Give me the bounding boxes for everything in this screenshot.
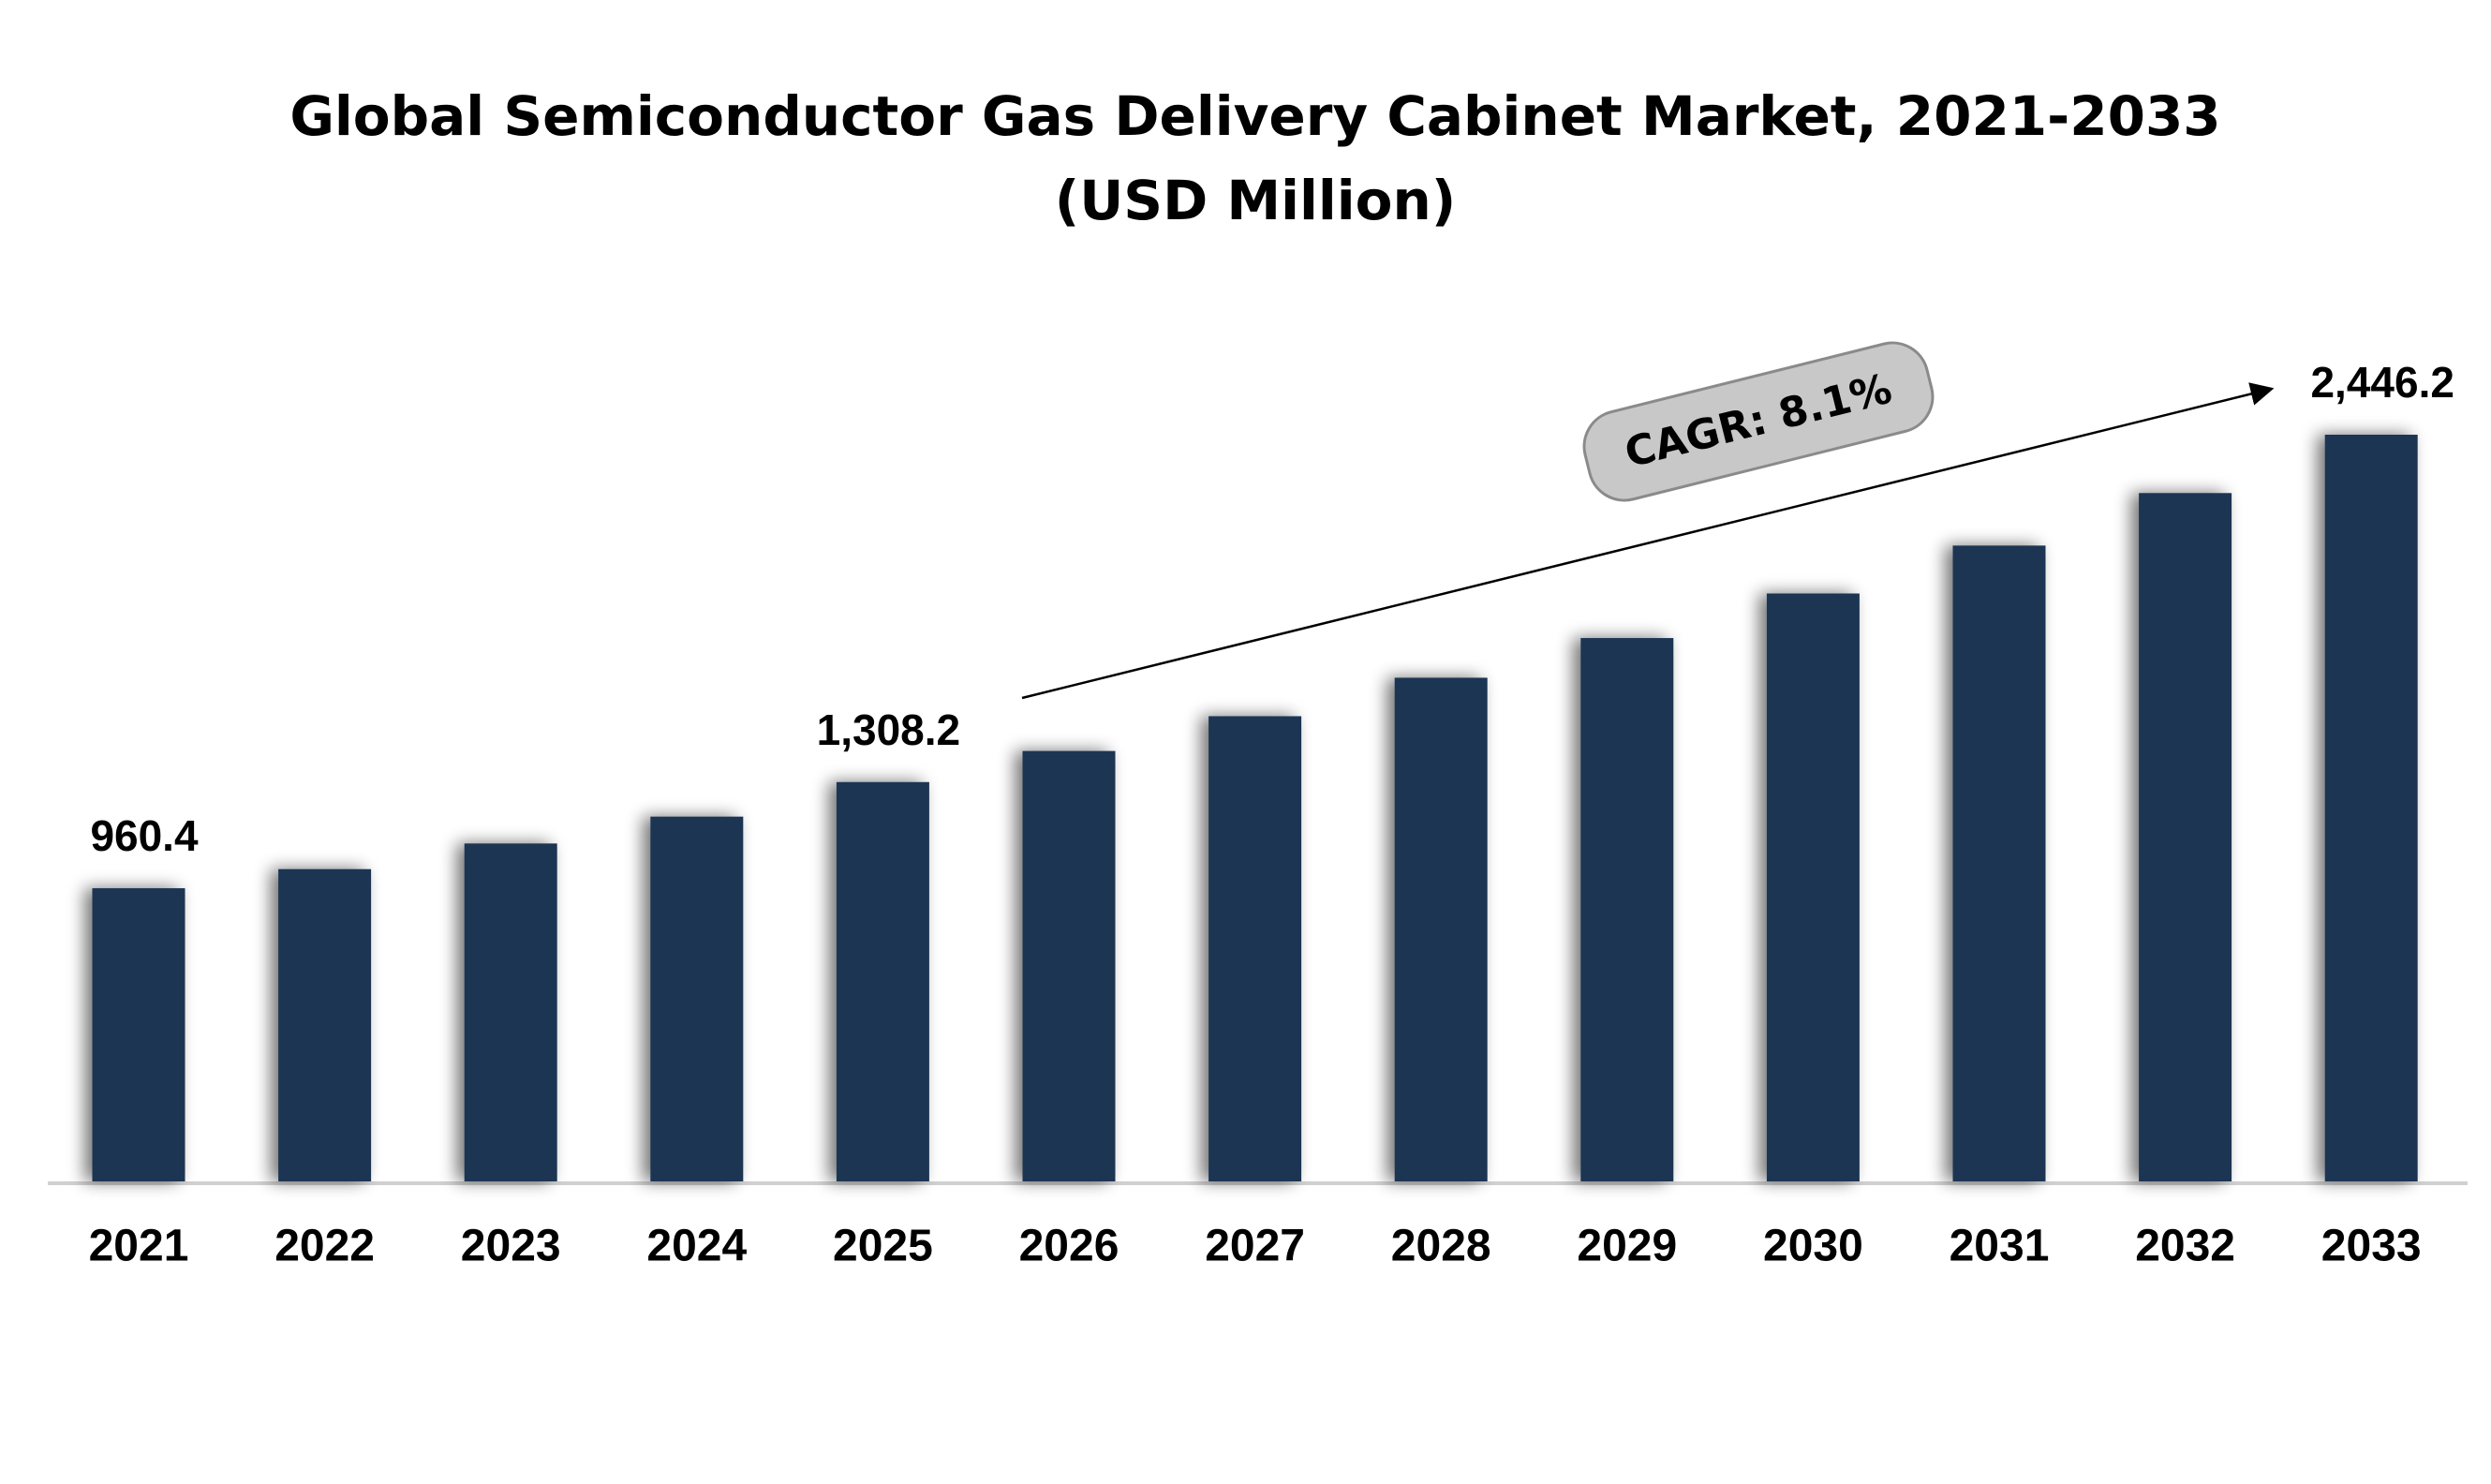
- bar: [650, 816, 744, 1181]
- cagr-pill: [1582, 341, 1935, 502]
- x-tick-label: 2031: [1950, 1222, 2050, 1271]
- bar: [1022, 750, 1116, 1181]
- x-tick-label: 2027: [1205, 1222, 1305, 1271]
- bar: [1580, 638, 1674, 1181]
- bar: [464, 843, 557, 1181]
- x-tick-label: 2030: [1763, 1222, 1863, 1271]
- bar: [1766, 593, 1860, 1181]
- bar: [1952, 545, 2046, 1181]
- cagr-arrow: [1021, 382, 2275, 700]
- x-tick-label: 2022: [274, 1222, 375, 1271]
- x-tick-label: 2033: [2321, 1222, 2422, 1271]
- chart-title: Global Semiconductor Gas Delivery Cabine…: [289, 84, 2220, 148]
- bar: [2139, 493, 2232, 1181]
- bar: [836, 781, 929, 1181]
- bar: [1394, 677, 1488, 1181]
- bar: [2324, 435, 2418, 1181]
- value-label: 960.4: [90, 811, 199, 860]
- cagr-badge: CAGR: 8.1%: [1582, 341, 1935, 502]
- x-tick-label: 2024: [646, 1222, 747, 1271]
- x-tick-label: 2032: [2135, 1222, 2235, 1271]
- bar: [1208, 716, 1302, 1181]
- bar: [278, 868, 372, 1181]
- x-tick-label: 2026: [1019, 1222, 1119, 1271]
- x-tick-label: 2023: [461, 1222, 561, 1271]
- x-tick-label: 2029: [1577, 1222, 1677, 1271]
- x-tick-label: 2028: [1391, 1222, 1491, 1271]
- bar: [92, 888, 185, 1181]
- value-label: 2,446.2: [2310, 358, 2454, 407]
- x-tick-label: 2021: [89, 1222, 189, 1271]
- value-label: 1,308.2: [817, 705, 960, 754]
- chart-subtitle: (USD Million): [1055, 169, 1457, 232]
- x-tick-label: 2025: [833, 1222, 933, 1271]
